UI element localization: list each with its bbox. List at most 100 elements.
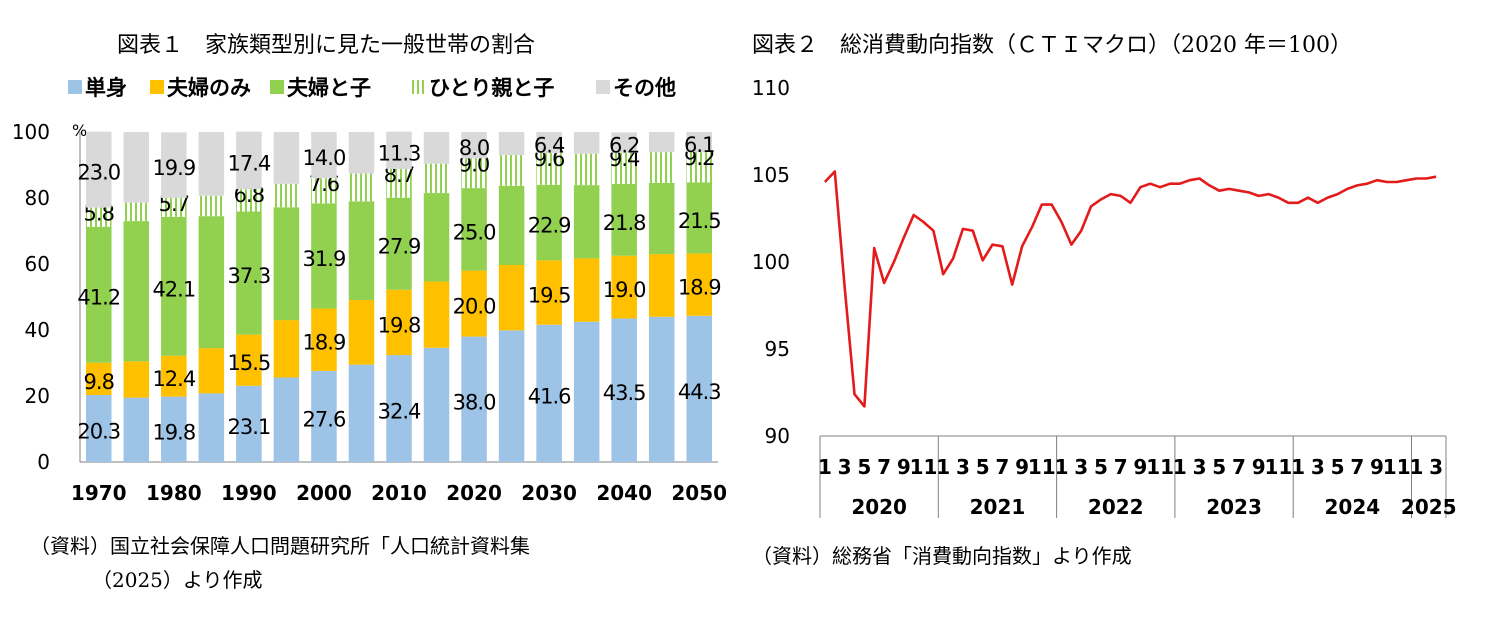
bar-segment [311,203,337,309]
bar-segment [348,364,375,462]
x-year-label: 2021 [970,495,1026,519]
bar-segment [686,315,712,462]
bar-segment [123,221,150,362]
legend-item-other: その他 [596,72,676,102]
bar-segment [198,195,225,217]
bar-segment [536,132,562,154]
y-tick-label: 0 [37,450,50,474]
bar-segment [198,348,225,394]
x-year-label: 2024 [1325,495,1381,519]
x-month-label: 7 [995,455,1009,479]
x-month-label: 1 [1291,455,1305,479]
bar-segment [161,355,187,397]
data-label: 6.4 [534,134,565,158]
data-label: 20.3 [77,420,120,444]
bar-segment [273,132,300,184]
y-tick-label: 95 [765,337,790,361]
bar-segment [536,153,562,185]
x-month-label: 3 [1311,455,1325,479]
x-month-label: 9 [1133,455,1147,479]
y-tick-label: 80 [25,186,50,210]
x-month-label: 7 [877,455,891,479]
x-month-label: 7 [1232,455,1246,479]
bar-segment [386,131,412,169]
bar-segment [161,396,187,462]
bar-segment [461,336,487,462]
bar-segment [573,185,600,259]
legend-swatch-other [596,80,610,94]
bar-segment [423,163,450,194]
bar-segment [348,132,375,174]
x-month-label: 3 [956,455,970,479]
bar-segment [611,132,637,153]
bar-segment [123,132,150,203]
legend-swatch-single [68,80,82,94]
y-tick-label: 90 [765,424,790,448]
x-month-label: 5 [1331,455,1345,479]
x-month-label: 11 [1146,455,1174,479]
data-label: 27.9 [378,235,421,259]
x-month-label: 1 [1055,455,1069,479]
bar-segment [498,132,525,156]
x-month-label: 3 [1074,455,1088,479]
data-label: 11.3 [378,141,421,165]
legend-label-other: その他 [613,76,676,100]
legend-swatch-couple [150,80,164,94]
data-label: 15.5 [227,351,270,375]
data-label: 22.9 [528,214,571,238]
x-month-label: 3 [1429,455,1443,479]
bar-segment [611,183,637,256]
x-tick-label: 1980 [146,481,202,505]
x-month-label: 9 [1252,455,1266,479]
bar-segment [86,226,112,363]
bar-segment [536,324,562,462]
bar-segment [86,131,112,208]
bar-segment [311,132,337,179]
x-month-label: 3 [1193,455,1207,479]
bar-segment [161,132,187,198]
x-month-label: 5 [1212,455,1226,479]
data-label: 19.9 [152,156,195,180]
x-month-label: 9 [1370,455,1384,479]
legend-label-single-parent: ひとり親と子 [429,76,555,100]
bar-segment [611,255,637,319]
y-tick-label: 60 [25,252,50,276]
bar-segment [573,321,600,462]
y-tick-label: 20 [25,384,50,408]
legend-swatch-couple-child [270,80,284,94]
bar-segment [348,299,375,365]
bar-segment [386,168,412,198]
data-label: 19.8 [152,420,195,444]
data-label: 44.3 [678,380,721,404]
bar-segment [686,132,712,153]
chart1-stacked-bar: % 02040608010020.39.841.25.823.0197019.8… [12,120,727,505]
y-tick-label: 110 [752,76,790,100]
bar-segment [423,132,450,164]
bar-segment [461,158,487,189]
x-month-label: 9 [897,455,911,479]
data-label: 9.8 [84,370,114,394]
bar-segment [573,258,600,322]
data-label: 18.9 [678,276,721,300]
chart1-title: 図表１ 家族類型別に見た一般世帯の割合 [117,33,536,58]
bar-segment [386,355,412,462]
data-label: 8.0 [459,136,489,160]
legend-item-single: 単身 [68,72,127,102]
bar-segment [536,260,562,325]
legend-item-couple: 夫婦のみ [150,72,251,102]
legend-label-couple-child: 夫婦と子 [287,76,371,100]
bar-segment [536,184,562,261]
x-month-label: 7 [1350,455,1364,479]
bar-segment [648,254,675,317]
bar-segment [686,152,712,183]
bar-segment [686,182,712,254]
bar-segment [573,153,600,186]
data-label: 32.4 [378,400,421,424]
bar-segment [311,178,337,204]
data-label: 38.0 [453,390,496,414]
legend-item-single-parent: ひとり親と子 [412,72,554,102]
bar-segment [461,188,487,271]
chart2-title: 図表２ 総消費動向指数（ＣＴＩマクロ）（2020 年＝100） [752,33,1352,58]
bar-segment [273,207,300,321]
